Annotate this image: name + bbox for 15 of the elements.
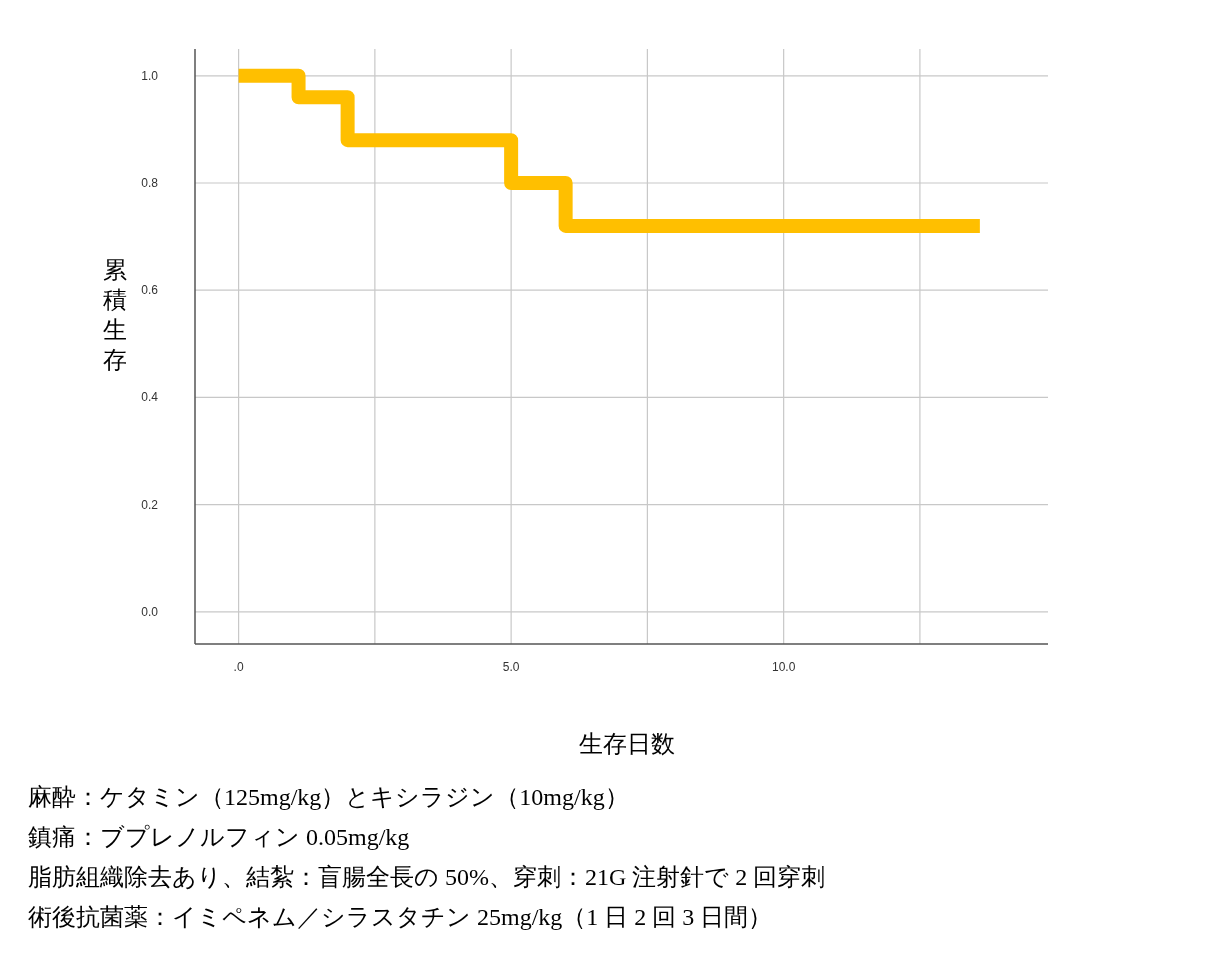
text: 麻酔：ケタミン（125mg/kg）とキシラジン（10mg/kg）	[28, 784, 629, 810]
y-tick-label: 0.8	[141, 176, 159, 191]
x-tick-label: 10.0	[771, 660, 796, 674]
x-axis-title: 生存日数	[578, 731, 675, 757]
text: 術後抗菌薬：イミペネム／シラスタチン 25mg/kg（1 日 2 回 3 日間）	[28, 904, 773, 930]
text: 脂肪組織除去あり、結紮：盲腸全長の 50%、穿刺：21G 注射針で 2 回穿刺	[28, 864, 826, 890]
y-tick-label: 0.4	[141, 390, 159, 405]
y-tick-label: 0.2	[141, 497, 159, 512]
y-tick-label: 1.0	[141, 68, 159, 83]
text: 鎮痛：ブプレノルフィン 0.05mg/kg	[28, 824, 410, 850]
y-tick-label: 0.6	[141, 283, 159, 298]
x-tick-label: .0	[233, 660, 244, 674]
x-tick-label: 5.0	[502, 660, 520, 674]
y-axis-title: 累積生存	[103, 257, 127, 373]
y-tick-label: 0.0	[141, 604, 159, 619]
